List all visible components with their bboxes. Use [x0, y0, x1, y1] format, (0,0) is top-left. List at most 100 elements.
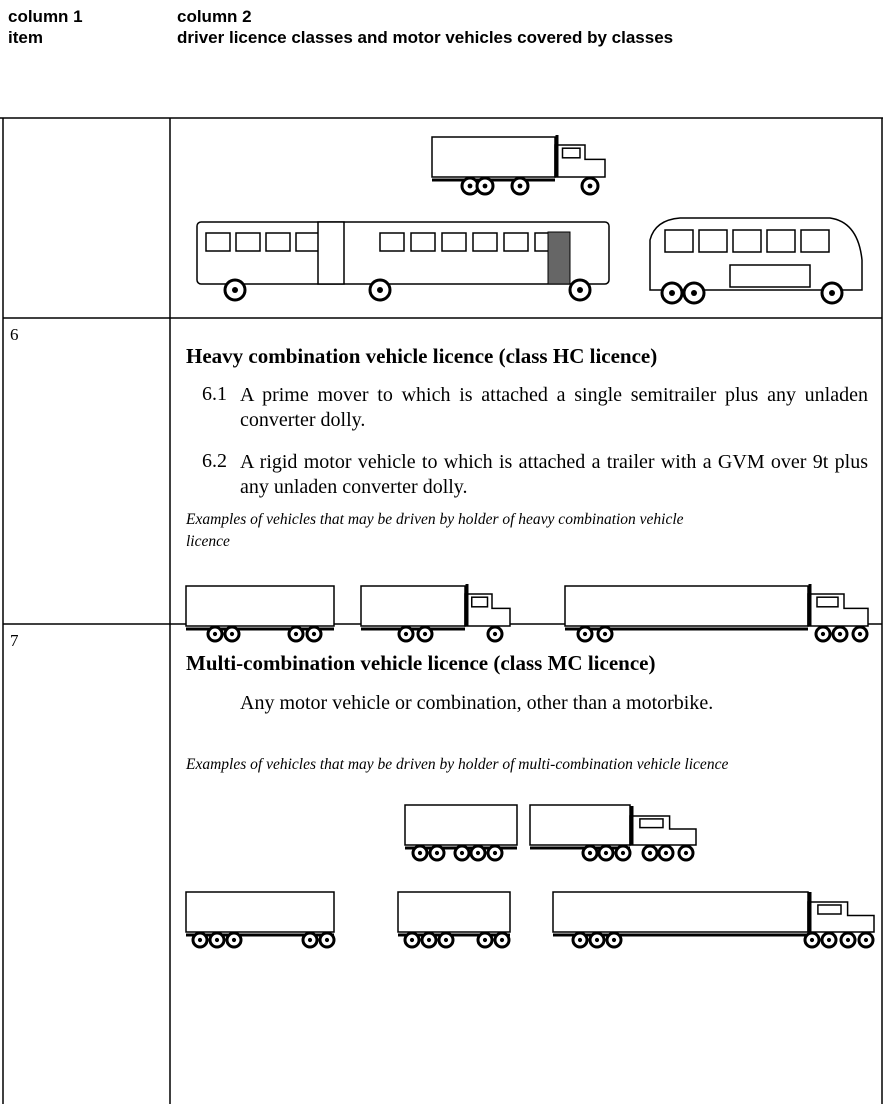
hub [377, 287, 383, 293]
hub [669, 290, 675, 296]
hub [691, 290, 697, 296]
hub [229, 631, 235, 637]
hub [582, 631, 588, 637]
bus-window [265, 232, 291, 252]
hub [587, 183, 593, 189]
hub [809, 937, 815, 943]
item-number: 6 [10, 325, 19, 344]
bus-door [547, 231, 571, 285]
header-line: column 2 [177, 7, 252, 26]
hub [647, 850, 653, 856]
cab-window [817, 904, 842, 915]
hub [492, 631, 498, 637]
column-2-header: column 2 driver licence classes and moto… [177, 6, 697, 48]
coach-window [732, 229, 762, 253]
hub [829, 290, 835, 296]
hub [426, 937, 432, 943]
vehicle-body [404, 804, 518, 846]
vehicle-body [360, 585, 466, 627]
hub [422, 631, 428, 637]
hub [459, 850, 465, 856]
coach-window [664, 229, 694, 253]
hub [863, 937, 869, 943]
hub [499, 937, 505, 943]
hub [857, 631, 863, 637]
hub [443, 937, 449, 943]
hub [620, 850, 626, 856]
cab-window [561, 147, 581, 159]
hub [577, 937, 583, 943]
hub [324, 937, 330, 943]
vehicle-body [552, 891, 809, 933]
hub [577, 287, 583, 293]
bus-window [295, 232, 321, 252]
vehicle-body [185, 585, 335, 627]
vehicle-illustrations [185, 135, 875, 949]
vehicle-body [564, 585, 809, 627]
hub [212, 631, 218, 637]
bus-window [410, 232, 436, 252]
header-line: item [8, 28, 43, 47]
hub [475, 850, 481, 856]
column-1-header: column 1 item [8, 6, 83, 48]
hub [434, 850, 440, 856]
licence-heading: Heavy combination vehicle licence (class… [186, 344, 658, 368]
bus-window [472, 232, 498, 252]
hub [826, 937, 832, 943]
vehicle-body [397, 891, 511, 933]
hub [231, 937, 237, 943]
header-line: column 1 [8, 7, 83, 26]
hub [214, 937, 220, 943]
hub [845, 937, 851, 943]
hub [594, 937, 600, 943]
clause-number: 6.1 [202, 383, 227, 405]
hub [403, 631, 409, 637]
vehicle-body [431, 136, 556, 178]
hub [611, 937, 617, 943]
cab-window [471, 596, 489, 608]
clause-text: A rigid motor vehicle to which is attach… [240, 451, 868, 498]
hub [587, 850, 593, 856]
clause-number: 6.2 [202, 450, 227, 472]
bus-window [503, 232, 529, 252]
bus-window [441, 232, 467, 252]
hub [683, 850, 689, 856]
coach-bay [729, 264, 811, 288]
hub [293, 631, 299, 637]
cab-window [639, 818, 664, 829]
header-line: driver licence classes and motor vehicle… [177, 28, 674, 47]
cab-window [816, 596, 839, 608]
coach-window [766, 229, 796, 253]
hub [417, 850, 423, 856]
item-number: 7 [10, 631, 19, 650]
hub [602, 631, 608, 637]
clause-text: A prime mover to which is attached a sin… [240, 384, 868, 431]
hub [311, 631, 317, 637]
bus-window [205, 232, 231, 252]
examples-caption: Examples of vehicles that may be driven … [186, 511, 684, 550]
hub [197, 937, 203, 943]
examples-caption: Examples of vehicles that may be driven … [186, 756, 729, 773]
bus-window [235, 232, 261, 252]
hub [820, 631, 826, 637]
hub [492, 850, 498, 856]
coach-window [800, 229, 830, 253]
hub [232, 287, 238, 293]
clause-text: Any motor vehicle or combination, other … [240, 692, 714, 714]
hub [409, 937, 415, 943]
bus-window [379, 232, 405, 252]
hub [517, 183, 523, 189]
hub [603, 850, 609, 856]
hub [307, 937, 313, 943]
hub [663, 850, 669, 856]
coach-window [698, 229, 728, 253]
hub [467, 183, 473, 189]
hub [837, 631, 843, 637]
vehicle-body [185, 891, 335, 933]
hub [482, 183, 488, 189]
licence-heading: Multi-combination vehicle licence (class… [186, 651, 656, 675]
bus-joint [317, 221, 345, 285]
bus-body [196, 221, 610, 285]
